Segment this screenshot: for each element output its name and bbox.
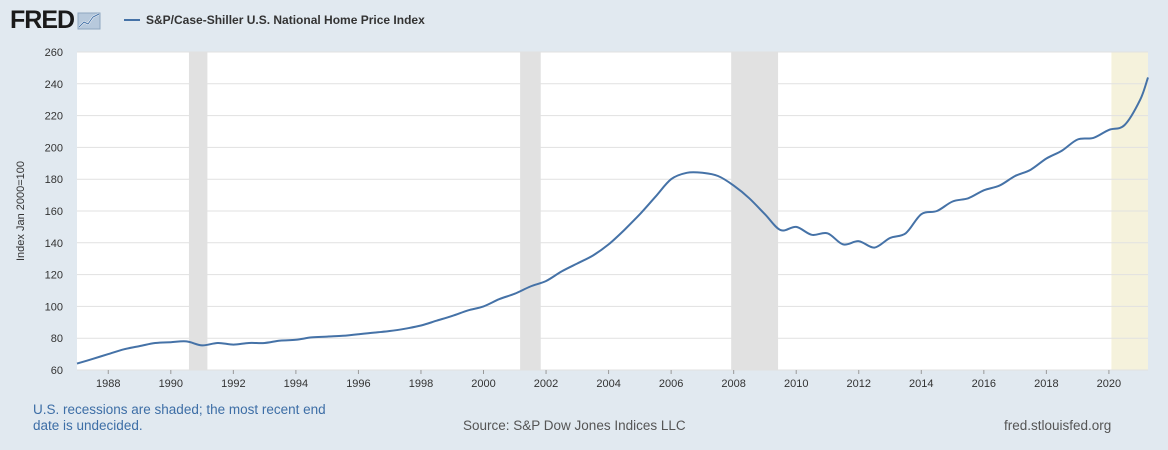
x-axis-ticks: 1988 1990 1992 1994 1996 1998 2000 2002 2004 2006… bbox=[96, 370, 1121, 390]
x-tick-label: 1996 bbox=[346, 378, 370, 390]
y-tick-label: 180 bbox=[45, 174, 63, 186]
y-axis-ticks: 60 80 100 120 140 160 180 200 220 240 260 bbox=[45, 47, 63, 377]
line-chart: 60 80 100 120 140 160 180 200 220 240 260 1988 1990… bbox=[15, 47, 1149, 390]
x-tick-label: 2002 bbox=[534, 378, 558, 390]
x-tick-label: 2010 bbox=[784, 378, 808, 390]
recession-note: U.S. recessions are shaded; the most rec… bbox=[33, 402, 326, 433]
legend-label: S&P/Case-Shiller U.S. National Home Pric… bbox=[146, 13, 425, 27]
x-tick-label: 2014 bbox=[909, 378, 933, 390]
series-line[interactable] bbox=[76, 77, 1149, 365]
x-tick-label: 1990 bbox=[159, 378, 183, 390]
fred-url[interactable]: fred.stlouisfed.org bbox=[1004, 418, 1112, 433]
x-tick-label: 2008 bbox=[721, 378, 745, 390]
y-tick-label: 220 bbox=[45, 111, 63, 123]
y-tick-label: 140 bbox=[45, 238, 63, 250]
y-tick-label: 80 bbox=[51, 333, 63, 345]
x-tick-label: 2006 bbox=[659, 378, 683, 390]
x-tick-label: 2016 bbox=[972, 378, 996, 390]
chart-legend[interactable]: S&P/Case-Shiller U.S. National Home Pric… bbox=[124, 13, 425, 27]
y-tick-label: 260 bbox=[45, 47, 63, 59]
y-tick-label: 60 bbox=[51, 365, 63, 377]
legend-swatch bbox=[124, 19, 140, 21]
x-tick-label: 1994 bbox=[284, 378, 308, 390]
y-tick-label: 120 bbox=[45, 270, 63, 282]
chart-line-icon bbox=[77, 12, 101, 29]
y-tick-label: 240 bbox=[45, 79, 63, 91]
x-tick-label: 1992 bbox=[221, 378, 245, 390]
fred-logo-text: FRED bbox=[10, 6, 75, 34]
x-tick-label: 2004 bbox=[596, 378, 620, 390]
source-note: Source: S&P Dow Jones Indices LLC bbox=[463, 418, 686, 433]
y-axis-title: Index Jan 2000=100 bbox=[15, 161, 27, 261]
y-tick-label: 160 bbox=[45, 206, 63, 218]
x-tick-label: 2020 bbox=[1097, 378, 1121, 390]
x-tick-label: 2018 bbox=[1034, 378, 1058, 390]
x-tick-label: 1998 bbox=[409, 378, 433, 390]
y-tick-label: 200 bbox=[45, 142, 63, 154]
gridlines bbox=[77, 51, 1148, 371]
x-tick-label: 1988 bbox=[96, 378, 120, 390]
fred-logo[interactable]: FRED bbox=[10, 6, 101, 35]
x-tick-label: 2012 bbox=[847, 378, 871, 390]
chart-header: FRED S&P/Case-Shiller U.S. National Home… bbox=[0, 0, 1168, 40]
x-tick-label: 2000 bbox=[471, 378, 495, 390]
y-tick-label: 100 bbox=[45, 301, 63, 313]
